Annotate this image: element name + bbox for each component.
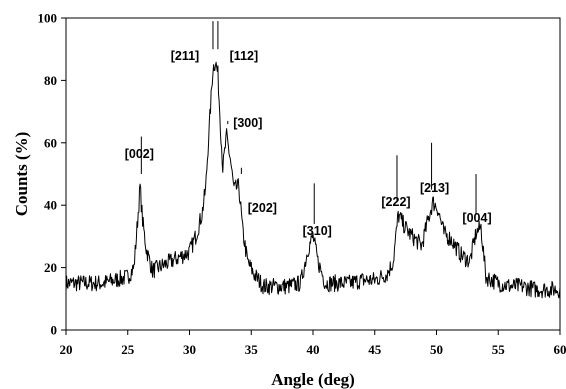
peak-label: [211] — [171, 49, 200, 63]
y-tick-label: 20 — [44, 260, 57, 275]
y-tick-label: 0 — [51, 323, 58, 338]
peak-label: [202] — [248, 201, 277, 215]
y-tick-label: 80 — [44, 73, 57, 88]
x-tick-label: 50 — [430, 342, 443, 357]
peak-annotations: [002] [211] [112] [300] [202] [310] [222] [213]… — [125, 21, 492, 238]
x-axis-ticks: 20 25 30 35 40 45 50 55 60 — [60, 330, 566, 357]
peak-label: [222] — [381, 195, 410, 209]
x-tick-label: 30 — [183, 342, 196, 357]
x-tick-label: 45 — [368, 342, 382, 357]
x-tick-label: 20 — [60, 342, 73, 357]
x-tick-label: 60 — [554, 342, 566, 357]
peak-label: [310] — [303, 224, 332, 238]
y-tick-label: 100 — [38, 11, 58, 26]
x-tick-label: 55 — [492, 342, 506, 357]
y-tick-label: 60 — [44, 135, 57, 150]
peak-label: [112] — [230, 49, 259, 63]
plot-area — [65, 17, 561, 331]
peak-label: [213] — [420, 181, 449, 195]
x-tick-label: 35 — [245, 342, 259, 357]
peak-label: [002] — [125, 147, 154, 161]
x-tick-label: 25 — [121, 342, 135, 357]
y-axis-title: Counts (%) — [12, 132, 31, 217]
peak-label: [004] — [462, 211, 491, 225]
x-axis-title: Angle (deg) — [271, 370, 355, 389]
y-axis-ticks: 0 20 40 60 80 100 — [38, 11, 66, 338]
y-tick-label: 40 — [44, 198, 57, 213]
series-line — [65, 61, 561, 299]
x-tick-label: 40 — [307, 342, 320, 357]
peak-label: [300] — [233, 116, 262, 130]
